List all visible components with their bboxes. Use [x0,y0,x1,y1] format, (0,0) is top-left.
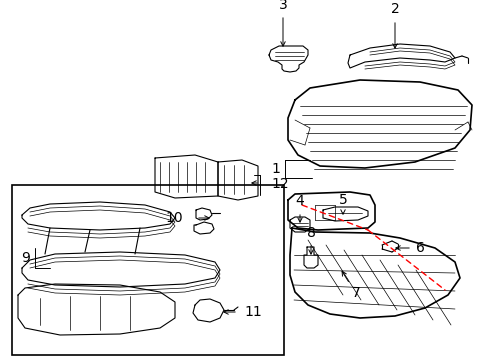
Text: 6: 6 [415,241,424,255]
Text: 12: 12 [270,177,288,191]
Text: 2: 2 [390,2,399,16]
Text: 5: 5 [338,193,346,207]
Text: 1: 1 [270,162,280,176]
Text: 8: 8 [306,226,315,240]
Text: 11: 11 [244,305,261,319]
Bar [12,185,284,355]
Text: 4: 4 [295,194,304,208]
Text: 9: 9 [21,251,30,265]
Text: 7: 7 [351,286,360,300]
Text: 3: 3 [278,0,287,12]
Text: 10: 10 [165,211,183,225]
